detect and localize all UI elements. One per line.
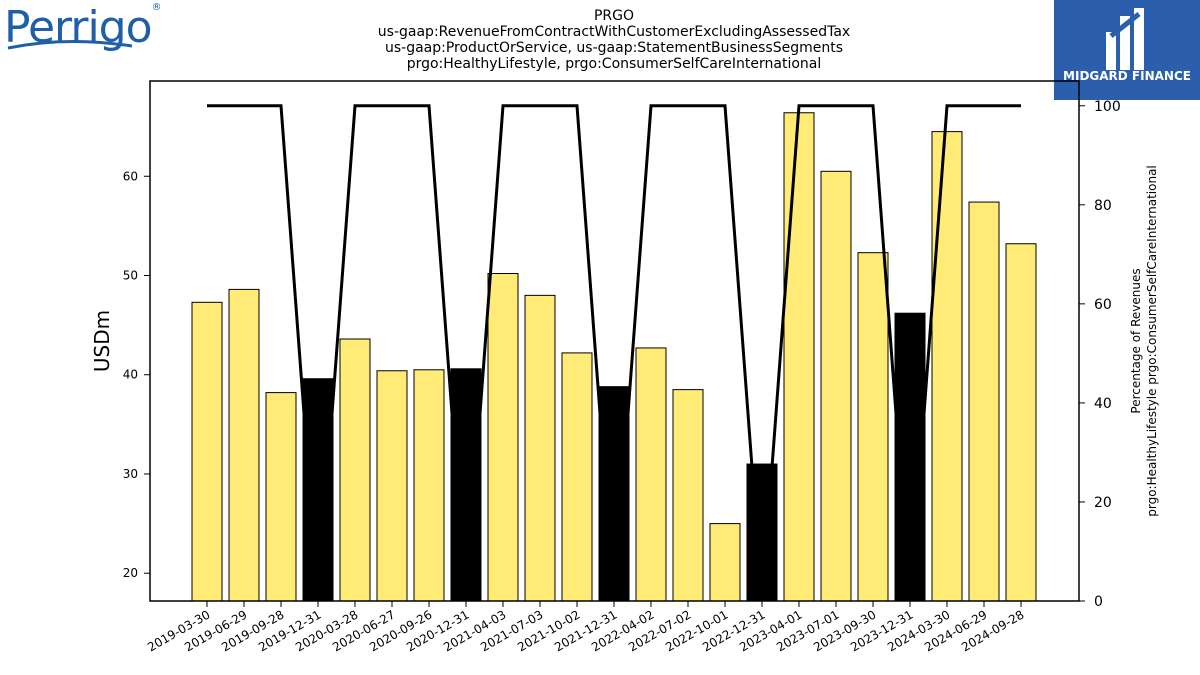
bars	[191, 112, 1037, 602]
right-y-tick-label: 80	[1094, 198, 1112, 214]
bar	[1005, 243, 1037, 602]
bar	[820, 170, 852, 602]
midgard-emblem-icon	[1106, 8, 1144, 70]
year-end-bar	[302, 378, 334, 602]
left-y-axis-label: USDm	[90, 310, 114, 372]
perrigo-logo-swoosh-icon	[7, 39, 133, 50]
right-y-tick-label: 0	[1094, 594, 1103, 610]
bar	[561, 352, 593, 602]
chart-title-line: prgo:HealthyLifestyle, prgo:ConsumerSelf…	[407, 56, 822, 72]
chart-title-line: PRGO	[594, 8, 634, 24]
bar	[783, 112, 815, 602]
bar	[968, 201, 1000, 602]
left-y-tick-label: 20	[123, 566, 138, 580]
right-y-tick-label: 60	[1094, 297, 1112, 313]
x-axis: 2019-03-302019-06-292019-09-282019-12-31…	[145, 601, 1027, 654]
midgard-finance-text: MIDGARD FINANCE	[1063, 69, 1191, 83]
bar	[376, 370, 408, 602]
chart-title-line: us-gaap:ProductOrService, us-gaap:Statem…	[385, 40, 843, 56]
bar	[524, 294, 556, 602]
left-y-tick-label: 50	[123, 269, 138, 283]
chart-title-line: us-gaap:RevenueFromContractWithCustomerE…	[378, 24, 850, 40]
bar	[191, 301, 223, 602]
right-y-axis-label-line: prgo:HealthyLifestyle prgo:ConsumerSelfC…	[1145, 165, 1159, 517]
right-y-axis: 0 20 40 60 80 100	[1079, 99, 1121, 610]
bar	[487, 273, 519, 602]
right-y-axis-label-line: Percentage of Revenues	[1129, 268, 1143, 413]
bar	[228, 288, 260, 602]
bar	[931, 131, 963, 602]
right-y-tick-label: 20	[1094, 495, 1112, 511]
bar	[265, 392, 297, 602]
left-y-tick-label: 60	[123, 169, 138, 183]
right-y-axis-label: Percentage of Revenues prgo:HealthyLifest…	[1129, 165, 1159, 517]
bar	[339, 338, 371, 602]
bar	[413, 369, 445, 602]
year-end-bar	[598, 386, 630, 602]
year-end-bar	[450, 368, 482, 602]
right-y-tick-label: 40	[1094, 396, 1112, 412]
bar	[635, 347, 667, 602]
left-y-axis: 20 30 40 50 60	[123, 169, 150, 580]
bar	[857, 252, 889, 602]
right-y-tick-label: 100	[1094, 99, 1121, 115]
year-end-bar	[746, 463, 778, 602]
left-y-tick-label: 30	[123, 467, 138, 481]
bar	[672, 389, 704, 602]
bar	[709, 523, 741, 602]
chart-title: PRGOus-gaap:RevenueFromContractWithCusto…	[378, 8, 850, 72]
left-y-tick-label: 40	[123, 368, 138, 382]
